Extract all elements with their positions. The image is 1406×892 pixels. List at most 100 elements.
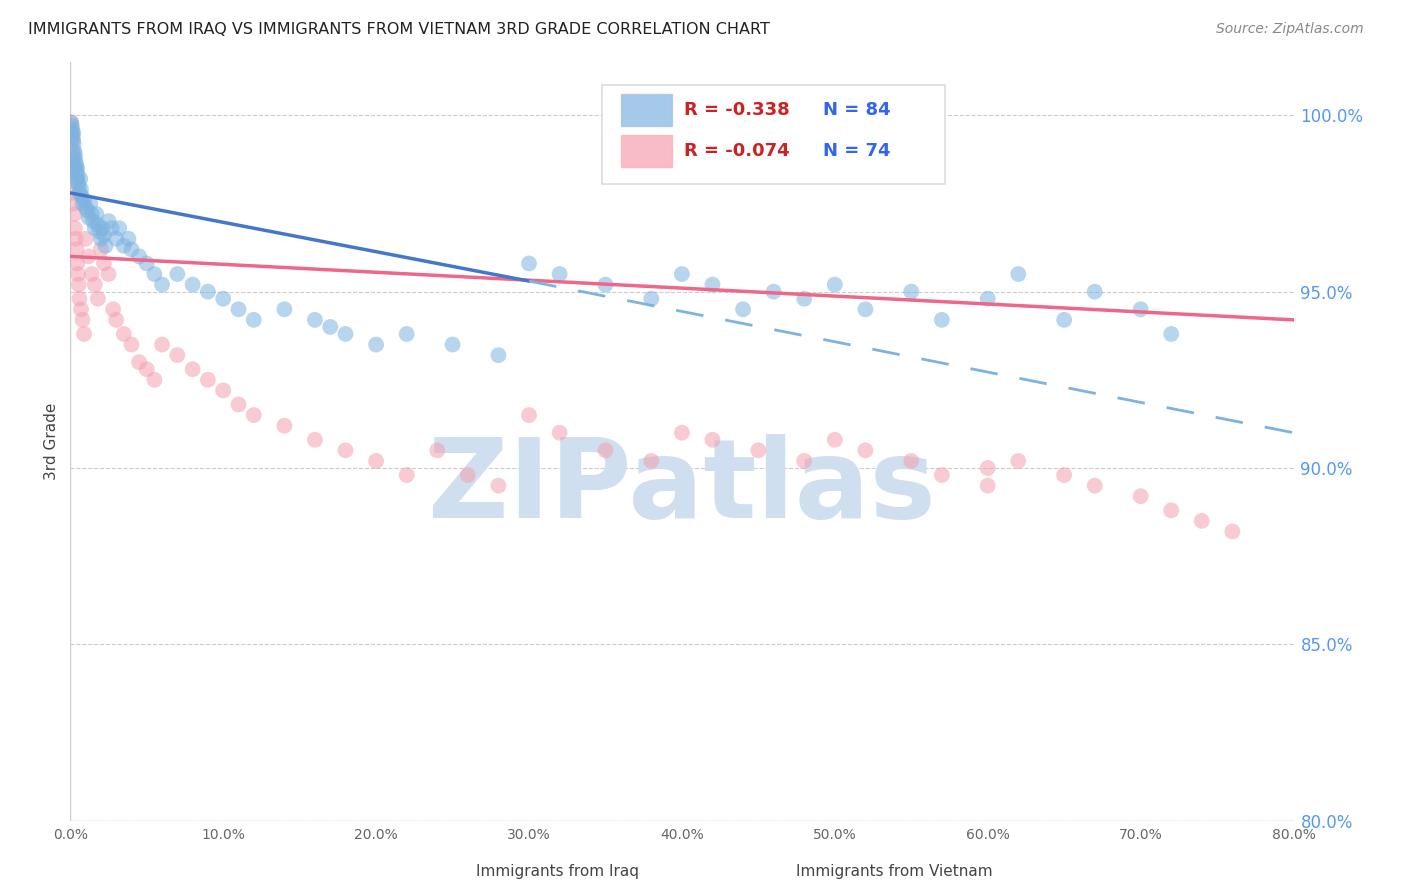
Point <box>67 178 90 193</box>
Point <box>855 302 877 317</box>
Point <box>60 115 83 129</box>
Point <box>60 126 83 140</box>
Point <box>548 267 571 281</box>
Point <box>76 203 98 218</box>
Point <box>66 161 89 176</box>
Point <box>70 189 93 203</box>
Point <box>65 161 87 176</box>
Point <box>517 256 540 270</box>
Point <box>66 171 89 186</box>
Point <box>93 228 115 243</box>
Point <box>66 169 89 183</box>
Point <box>548 425 571 440</box>
Point <box>640 292 662 306</box>
Point <box>181 277 204 292</box>
Point <box>1160 503 1182 517</box>
Text: R = -0.074: R = -0.074 <box>685 142 790 161</box>
Text: Immigrants from Iraq: Immigrants from Iraq <box>477 864 640 879</box>
Point <box>855 443 877 458</box>
Point <box>128 249 150 263</box>
Point <box>640 454 662 468</box>
Point <box>77 211 100 225</box>
Y-axis label: 3rd Grade: 3rd Grade <box>44 403 59 480</box>
Point <box>976 461 998 475</box>
Text: IMMIGRANTS FROM IRAQ VS IMMIGRANTS FROM VIETNAM 3RD GRADE CORRELATION CHART: IMMIGRANTS FROM IRAQ VS IMMIGRANTS FROM … <box>28 22 770 37</box>
Point <box>90 243 112 257</box>
Point <box>65 158 87 172</box>
Point <box>62 129 84 144</box>
Point <box>457 468 479 483</box>
Point <box>80 267 103 281</box>
Point <box>1053 468 1076 483</box>
Point <box>1160 326 1182 341</box>
Point <box>62 161 84 176</box>
FancyBboxPatch shape <box>621 136 672 167</box>
Text: R = -0.338: R = -0.338 <box>685 101 790 120</box>
Point <box>66 175 89 189</box>
Point <box>181 362 204 376</box>
Point <box>82 214 104 228</box>
Point <box>62 126 84 140</box>
Point <box>197 285 219 299</box>
Point <box>1007 454 1029 468</box>
Point <box>671 267 693 281</box>
Point <box>65 154 87 169</box>
Point <box>900 454 922 468</box>
FancyBboxPatch shape <box>602 85 945 184</box>
Point <box>73 326 96 341</box>
Point <box>65 165 87 179</box>
Point <box>90 232 112 246</box>
Point <box>62 169 84 183</box>
Point <box>117 232 139 246</box>
Point <box>60 144 83 158</box>
Point <box>63 144 86 158</box>
Point <box>166 348 188 362</box>
Point <box>83 277 105 292</box>
Point <box>793 292 815 306</box>
Point <box>73 193 96 207</box>
Point <box>63 207 86 221</box>
Point <box>488 348 510 362</box>
Point <box>931 313 953 327</box>
Point <box>67 277 90 292</box>
Point <box>731 302 754 317</box>
Point <box>143 373 166 387</box>
Point <box>63 221 86 235</box>
FancyBboxPatch shape <box>621 95 672 126</box>
Point <box>824 433 846 447</box>
Point <box>273 302 295 317</box>
Point <box>97 214 120 228</box>
Point <box>79 196 101 211</box>
Point <box>63 196 86 211</box>
Point <box>304 433 326 447</box>
Point <box>931 468 953 483</box>
Point <box>105 232 128 246</box>
Point <box>62 136 84 151</box>
Point <box>1007 267 1029 281</box>
Point <box>228 397 250 411</box>
Point <box>94 239 117 253</box>
Point <box>150 277 173 292</box>
Point <box>60 126 83 140</box>
Point <box>93 256 115 270</box>
Point <box>1191 514 1213 528</box>
Point <box>135 256 157 270</box>
Point <box>91 221 114 235</box>
Point <box>1053 313 1076 327</box>
Point <box>69 171 91 186</box>
Point <box>112 239 135 253</box>
Point <box>762 285 785 299</box>
Point <box>70 182 93 196</box>
Point <box>143 267 166 281</box>
Point <box>488 478 510 492</box>
Point <box>121 243 143 257</box>
Point <box>793 454 815 468</box>
Point <box>60 133 83 147</box>
Point <box>441 337 464 351</box>
Point <box>517 408 540 422</box>
Point <box>80 207 103 221</box>
Point <box>65 243 87 257</box>
Point <box>1129 302 1152 317</box>
Point <box>212 292 235 306</box>
Point <box>83 221 105 235</box>
